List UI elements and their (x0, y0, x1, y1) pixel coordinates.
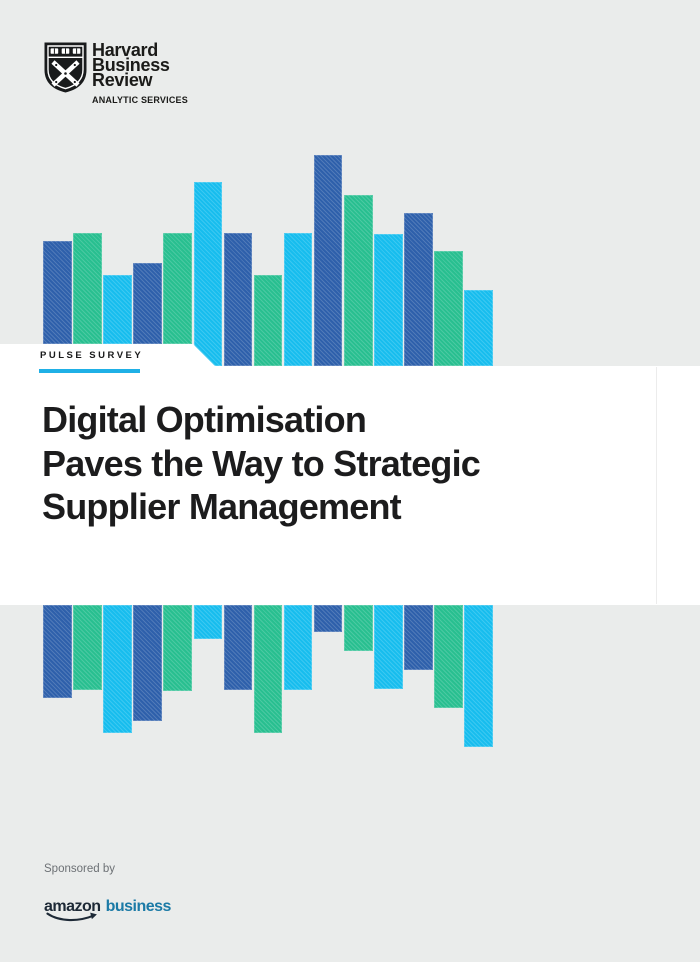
amazon-logo-text: amazon (44, 898, 101, 915)
bottom-bar-4-blue (133, 605, 162, 721)
bottom-bar-1-blue (43, 605, 72, 698)
sponsored-by-label: Sponsored by (44, 863, 115, 875)
business-logo-text: business (105, 898, 172, 915)
top-bar-14-green (434, 251, 463, 366)
bottom-bar-10-blue (313, 605, 343, 632)
amazon-smile-arrow-icon (46, 912, 97, 922)
top-bar-2-green (73, 233, 102, 344)
page-title: Digital Optimisation Paves the Way to St… (42, 398, 481, 529)
top-bar-12-cyan (374, 234, 403, 366)
top-bar-7-blue (223, 233, 253, 366)
page-title-line: Digital Optimisation (42, 399, 367, 440)
bottom-bar-5-green (163, 605, 192, 691)
top-bar-1-blue (43, 241, 72, 344)
bottom-bar-12-cyan (374, 605, 403, 689)
bottom-bar-2-green (73, 605, 102, 690)
top-bar-10-blue (313, 155, 343, 366)
top-bar-5-green (163, 233, 192, 344)
bottom-bar-8-green (253, 605, 283, 733)
page-title-line: Supplier Management (42, 486, 402, 527)
bottom-bar-14-green (434, 605, 463, 708)
brand-subtitle: ANALYTIC SERVICES (92, 95, 188, 105)
bottom-bar-6-cyan (193, 605, 222, 639)
top-bar-11-green (344, 195, 373, 366)
kicker-underline (39, 369, 140, 373)
bottom-bar-13-blue (404, 605, 433, 670)
top-bar-4-blue (133, 263, 162, 344)
top-bar-9-cyan (283, 233, 313, 366)
top-bar-3-cyan (103, 275, 132, 344)
brand-name: Harvard Business Review (92, 40, 170, 90)
brand-name-line: Review (92, 70, 153, 90)
brand-name-line: Harvard (92, 40, 158, 60)
pulse-survey-kicker: PULSE SURVEY (40, 350, 144, 361)
amazon-business-logo: amazon business (44, 898, 172, 922)
brand-name-line: Business (92, 55, 170, 75)
hbs-shield-icon (44, 42, 87, 93)
top-bar-15-cyan (464, 290, 493, 366)
bottom-bar-15-cyan (464, 605, 493, 747)
bottom-bar-3-cyan (103, 605, 132, 733)
band-divider-line (656, 367, 657, 604)
top-bar-8-green (253, 275, 283, 366)
top-bar-13-blue (404, 213, 433, 366)
top-bar-6-cyan (193, 182, 222, 366)
bottom-bar-11-green (344, 605, 373, 651)
bottom-bar-7-blue (223, 605, 253, 690)
page-title-line: Paves the Way to Strategic (42, 442, 481, 484)
bottom-bar-9-cyan (283, 605, 313, 690)
